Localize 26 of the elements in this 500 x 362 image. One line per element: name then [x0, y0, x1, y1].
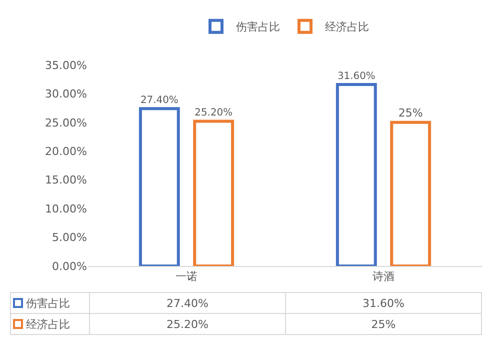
text: 25%: [398, 106, 423, 120]
text: 25.20%: [194, 108, 233, 119]
bar: [193, 120, 234, 266]
y-tick-label: 0.00%: [52, 260, 87, 273]
y-tick-label: 20.00%: [45, 144, 87, 158]
y-tick-label: 10.00%: [45, 202, 87, 216]
y-tick-label: 35.00%: [45, 58, 87, 72]
data-label: 25%: [286, 314, 482, 334]
bar: [390, 120, 432, 266]
text: 27.40%: [140, 94, 178, 106]
y-tick-label: 15.00%: [45, 174, 87, 187]
y-tick-label: 30.00%: [45, 88, 87, 101]
bar: [138, 107, 180, 266]
x-tick-label: 一诺: [176, 270, 198, 284]
legend-label: 伤害占比: [236, 20, 280, 34]
y-tick-label: 25.00%: [45, 116, 87, 130]
data-label: 27.40%: [90, 292, 286, 314]
x-tick-label: 诗酒: [372, 270, 394, 284]
legend-label: 经济占比: [325, 20, 369, 34]
data-label: 25.20%: [90, 314, 286, 334]
text: 31.60%: [337, 70, 376, 82]
text: 伤害占比: [26, 296, 70, 310]
data-label: 31.60%: [286, 292, 482, 314]
bar: [336, 83, 377, 266]
text: 经济占比: [26, 318, 70, 330]
y-tick-label: 5.00%: [52, 231, 87, 244]
